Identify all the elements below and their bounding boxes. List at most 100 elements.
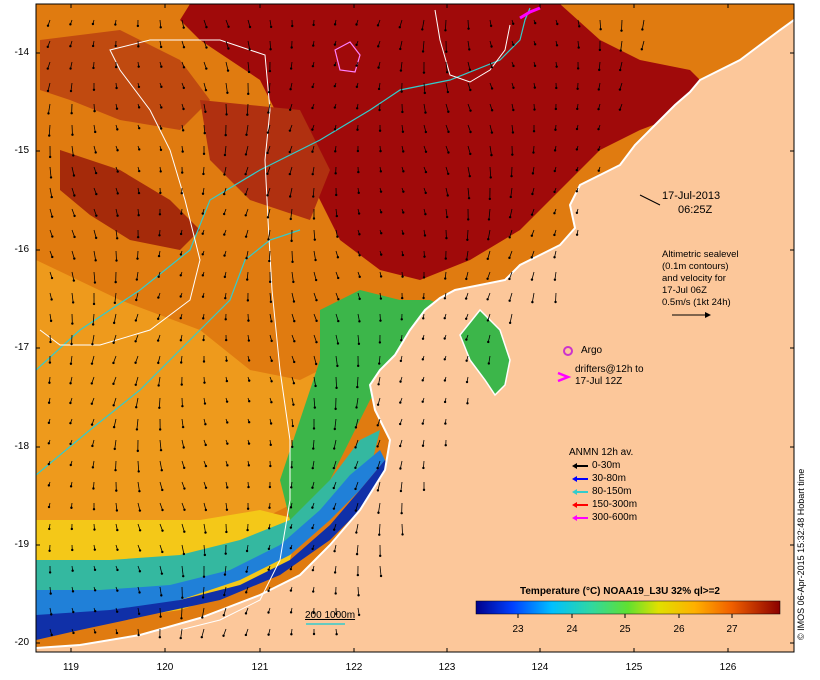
velocity-arrow-head — [354, 446, 357, 449]
velocity-arrow-head — [489, 24, 493, 28]
velocity-arrow-head — [376, 489, 380, 492]
velocity-arrow — [114, 439, 117, 449]
velocity-arrow-head — [401, 533, 404, 536]
velocity-arrow-head — [248, 400, 251, 403]
velocity-arrow-head — [158, 234, 161, 237]
velocity-arrow — [400, 61, 403, 71]
velocity-arrow-head — [266, 172, 269, 176]
velocity-arrow-head — [246, 113, 249, 116]
velocity-arrow-head — [135, 405, 138, 409]
velocity-arrow-head — [355, 531, 358, 534]
velocity-arrow-head — [158, 636, 162, 639]
velocity-arrow-head — [223, 173, 226, 176]
velocity-arrow — [423, 124, 427, 133]
velocity-arrow-head — [270, 339, 273, 343]
velocity-arrow-head — [377, 87, 381, 91]
velocity-arrow-head — [204, 443, 207, 447]
velocity-arrow-head — [180, 617, 183, 620]
velocity-arrow — [269, 292, 272, 302]
colorbar-tick: 26 — [673, 624, 685, 635]
velocity-arrow-head — [398, 444, 402, 448]
velocity-arrow-head — [597, 148, 600, 151]
velocity-arrow-head — [289, 88, 292, 91]
velocity-arrow-head — [487, 238, 490, 241]
velocity-arrow-head — [93, 631, 97, 634]
velocity-arrow-head — [46, 89, 50, 93]
velocity-arrow-head — [179, 295, 182, 298]
velocity-arrow — [291, 250, 293, 262]
velocity-arrow — [181, 523, 185, 532]
velocity-arrow-head — [160, 572, 164, 575]
velocity-arrow-head — [137, 169, 141, 173]
velocity-arrow-head — [597, 88, 600, 91]
velocity-arrow-head — [160, 468, 163, 472]
velocity-arrow-head — [182, 26, 185, 29]
velocity-arrow-head — [69, 442, 72, 446]
velocity-arrow — [247, 61, 250, 72]
velocity-arrow-head — [376, 445, 379, 448]
velocity-arrow-head — [72, 631, 75, 635]
velocity-arrow-head — [225, 508, 229, 511]
velocity-arrow — [467, 61, 471, 70]
velocity-arrow-head — [112, 341, 115, 344]
velocity-arrow-head — [469, 109, 472, 112]
velocity-arrow — [445, 208, 448, 218]
velocity-arrow-head — [93, 130, 97, 134]
velocity-arrow-head — [94, 171, 98, 175]
velocity-arrow-head — [379, 297, 383, 300]
velocity-arrow-head — [157, 384, 160, 387]
velocity-arrow-head — [112, 382, 115, 386]
velocity-arrow — [467, 124, 471, 133]
velocity-arrow-head — [356, 385, 359, 389]
velocity-arrow-head — [182, 552, 186, 556]
velocity-arrow — [71, 166, 75, 176]
velocity-arrow-head — [138, 570, 142, 573]
x-tick-label: 119 — [63, 662, 79, 673]
velocity-arrow-head — [357, 613, 361, 617]
velocity-arrow-head — [422, 276, 426, 279]
velocity-arrow — [423, 82, 426, 94]
velocity-arrow-head — [93, 548, 97, 551]
velocity-arrow — [137, 481, 140, 492]
velocity-arrow — [137, 250, 139, 259]
velocity-arrow-head — [511, 131, 515, 134]
velocity-arrow-head — [354, 509, 358, 512]
velocity-arrow-head — [315, 298, 318, 302]
velocity-arrow-head — [158, 428, 162, 431]
velocity-arrow — [71, 145, 74, 156]
anmn-legend-item: 150-300m — [592, 499, 638, 510]
velocity-arrow-head — [94, 151, 97, 154]
velocity-arrow-head — [71, 133, 74, 136]
velocity-arrow-head — [290, 46, 293, 49]
velocity-arrow-head — [487, 362, 491, 365]
velocity-arrow-head — [92, 302, 96, 306]
velocity-arrow-head — [69, 45, 72, 48]
velocity-arrow-head — [203, 402, 207, 405]
velocity-arrow — [489, 145, 492, 156]
plot-border — [35, 3, 795, 653]
colorbar-tick: 23 — [512, 624, 524, 635]
velocity-arrow-head — [531, 172, 535, 175]
velocity-arrow-head — [357, 212, 361, 215]
velocity-arrow-head — [355, 406, 358, 409]
velocity-arrow-head — [379, 319, 382, 322]
velocity-arrow-head — [358, 233, 361, 236]
velocity-arrow — [70, 82, 73, 92]
velocity-arrow-head — [202, 172, 205, 176]
velocity-arrow — [399, 19, 403, 28]
velocity-arrow-head — [376, 466, 379, 470]
velocity-arrow-head — [512, 108, 515, 112]
velocity-arrow-head — [157, 361, 160, 365]
velocity-arrow-head — [181, 425, 185, 429]
velocity-arrow-head — [224, 338, 228, 342]
velocity-arrow-head — [268, 259, 271, 263]
velocity-arrow-head — [93, 528, 96, 531]
velocity-arrow-head — [115, 107, 119, 110]
velocity-arrow-head — [291, 424, 295, 428]
velocity-arrow-head — [116, 170, 119, 173]
velocity-arrow-head — [444, 277, 447, 280]
velocity-arrow-head — [508, 236, 511, 239]
velocity-arrow — [181, 439, 185, 448]
velocity-arrow-head — [90, 382, 93, 385]
velocity-arrow-head — [332, 486, 335, 490]
